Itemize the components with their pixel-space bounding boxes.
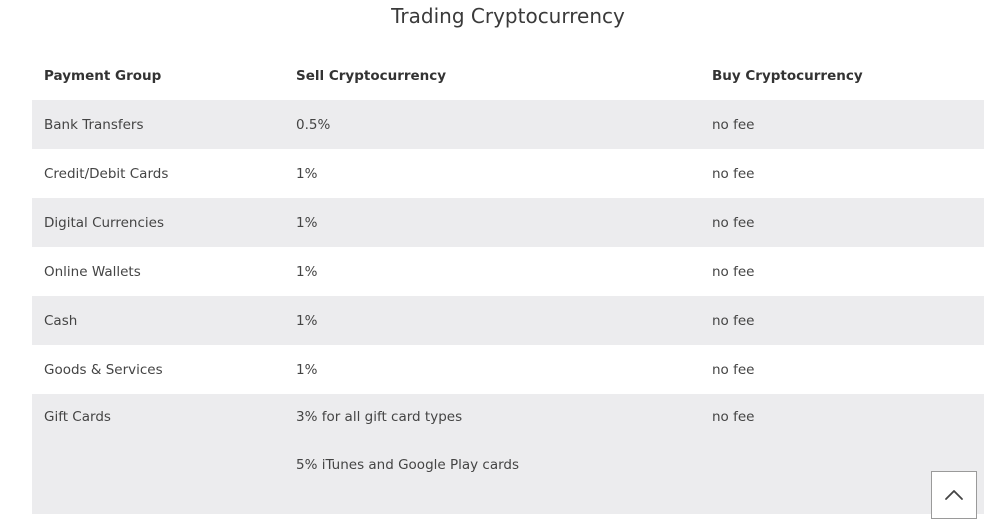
sell-fee-cell: 1%: [296, 361, 318, 378]
sell-fee-line: 3% for all gift card types: [296, 409, 463, 425]
column-header-buy: Buy Cryptocurrency: [712, 68, 863, 84]
sell-fee-cell: 1%: [296, 165, 318, 182]
payment-group-cell: Cash: [32, 296, 284, 345]
column-header-payment-group: Payment Group: [44, 68, 162, 84]
sell-fee-cell: 0.5%: [284, 100, 700, 149]
table-row: Cash 1% no fee: [32, 296, 984, 345]
table-row: Gift Cards 3% for all gift card types 5%…: [32, 394, 984, 514]
payment-group-cell: Gift Cards: [32, 394, 284, 514]
buy-fee-cell: no fee: [700, 100, 984, 149]
table-header-row: Payment Group Sell Cryptocurrency Buy Cr…: [32, 52, 984, 100]
payment-group-cell: Online Wallets: [44, 263, 141, 280]
sell-fee-cell: 1%: [284, 296, 700, 345]
table-row: Goods & Services 1% no fee: [32, 345, 984, 394]
buy-fee-cell: no fee: [712, 361, 755, 378]
page-title: Trading Cryptocurrency: [391, 4, 625, 28]
table-row: Online Wallets 1% no fee: [32, 247, 984, 296]
sell-fee-cell: 1%: [284, 198, 700, 247]
buy-fee-cell: no fee: [700, 296, 984, 345]
payment-group-cell: Digital Currencies: [32, 198, 284, 247]
buy-fee-cell: no fee: [712, 263, 755, 280]
table-row: Bank Transfers 0.5% no fee: [32, 100, 984, 149]
sell-fee-cell: 3% for all gift card types 5% iTunes and…: [284, 394, 700, 514]
table-row: Credit/Debit Cards 1% no fee: [32, 149, 984, 198]
column-header-sell: Sell Cryptocurrency: [296, 68, 447, 84]
sell-fee-cell: 1%: [296, 263, 318, 280]
table-row: Digital Currencies 1% no fee: [32, 198, 984, 247]
buy-fee-cell: no fee: [700, 198, 984, 247]
sell-fee-line: 5% iTunes and Google Play cards: [296, 457, 520, 473]
payment-group-cell: Bank Transfers: [32, 100, 284, 149]
buy-fee-cell: no fee: [712, 165, 755, 182]
payment-group-cell: Goods & Services: [44, 361, 163, 378]
scroll-to-top-button[interactable]: [931, 471, 977, 519]
chevron-up-icon: [945, 490, 963, 500]
fee-table: Payment Group Sell Cryptocurrency Buy Cr…: [32, 52, 984, 514]
payment-group-cell: Credit/Debit Cards: [44, 165, 169, 182]
